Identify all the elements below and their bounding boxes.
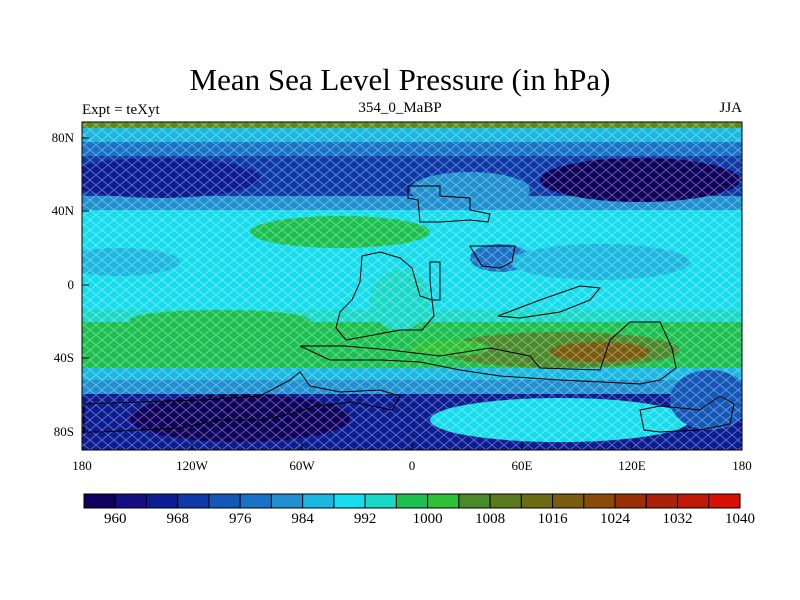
colorbar-label: 984 [291, 511, 314, 527]
experiment-label: Expt = teXyt [82, 102, 160, 118]
colorbar-label: 1000 [412, 511, 443, 527]
colorbar-label: 1040 [725, 511, 755, 527]
colorbar-box [364, 493, 397, 509]
lon-tick-label: 120W [176, 458, 208, 473]
colorbar-box [333, 493, 366, 509]
colorbar-box [458, 493, 491, 509]
colorbar-box [427, 493, 460, 509]
colorbar-box [239, 493, 272, 509]
pressure-field [82, 122, 742, 450]
lat-tick-label: 80N [51, 130, 74, 145]
colorbar-box [708, 493, 741, 509]
map-title: Mean Sea Level Pressure (in hPa) [189, 62, 611, 97]
lon-tick-label: 180 [72, 458, 92, 473]
colorbar-box [208, 493, 241, 509]
lon-tick-label: 60E [511, 458, 533, 473]
coastlines [83, 185, 735, 433]
colorbar-box [489, 493, 522, 509]
lon-tick-label: 120E [618, 458, 646, 473]
colorbar-label: 976 [228, 511, 252, 527]
colorbar-label: 1008 [475, 511, 506, 527]
colorbar-box [677, 493, 710, 509]
colorbar-box [645, 493, 679, 509]
colorbar-box [145, 493, 179, 509]
colorbar-box [270, 493, 304, 509]
colorbar-box [614, 493, 647, 509]
colorbar-box [552, 493, 585, 509]
time-label: 354_0_MaBP [358, 100, 442, 116]
colorbar-box [395, 493, 429, 509]
lat-tick-label: 40S [53, 350, 74, 365]
colorbar-box [583, 493, 616, 509]
lon-tick-label: 60W [289, 458, 315, 473]
lon-tick-label: 0 [408, 458, 416, 473]
colorbar-label: 992 [353, 511, 377, 527]
lat-tick-label: 80S [53, 424, 74, 439]
colorbar-label: 1024 [600, 511, 631, 527]
season-label: JJA [719, 100, 742, 116]
colorbar-label: 968 [166, 511, 189, 527]
lat-tick-label: 0 [67, 277, 75, 292]
lat-tick-label: 40N [51, 203, 74, 218]
lon-tick-label: 180 [732, 458, 752, 473]
colorbar-label: 1032 [662, 511, 693, 527]
colorbar-box [83, 493, 116, 509]
colorbar-label: 1016 [537, 511, 568, 527]
colorbar-box [520, 493, 554, 509]
colorbar-box [114, 493, 147, 509]
colorbar-box [302, 493, 335, 509]
colorbar-box [177, 493, 210, 509]
colorbar-label: 960 [103, 511, 127, 527]
